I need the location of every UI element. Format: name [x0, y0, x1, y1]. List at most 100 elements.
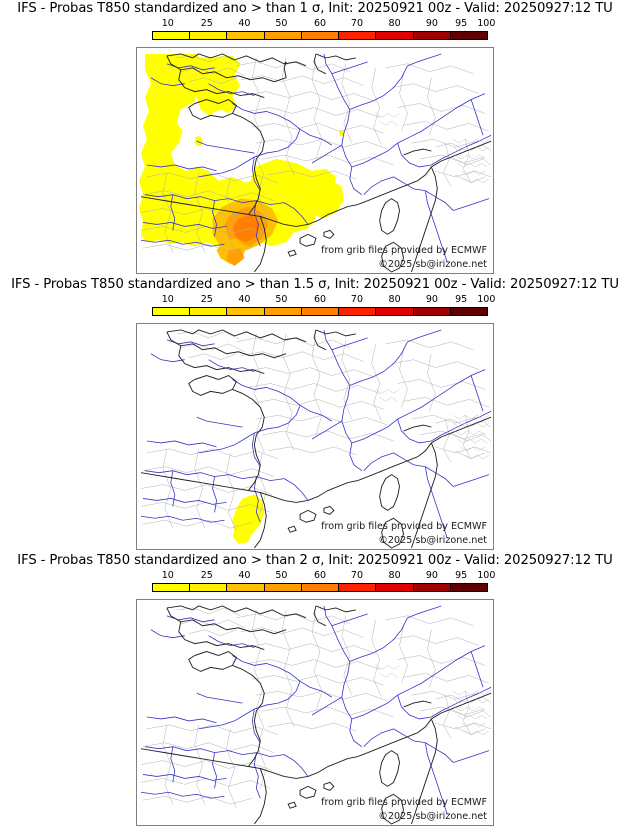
ecmwf-credit: from grib files provided by ECMWF — [321, 245, 487, 256]
page-title: IFS - Probas T850 standardized ano > tha… — [17, 553, 613, 568]
rivers-layer — [140, 53, 492, 263]
page-title: IFS - Probas T850 standardized ano > tha… — [17, 1, 613, 16]
colorbar-tick-80: 80 — [388, 570, 401, 581]
colorbar-segment — [450, 584, 487, 591]
colorbar-tick-25: 25 — [200, 570, 213, 581]
colorbar-tick-50: 50 — [275, 294, 288, 305]
colorbar-segment — [264, 32, 302, 39]
alpine-detail — [375, 113, 490, 184]
map-graphic-1 — [138, 53, 492, 273]
ecmwf-credit: from grib files provided by ECMWF — [321, 797, 487, 808]
colorbar-segment — [376, 32, 414, 39]
colorbar-3: 10 25 40 50 60 70 80 90 95 100 — [152, 570, 496, 594]
colorbar-segment — [413, 32, 451, 39]
colorbar-segment — [227, 584, 265, 591]
admin-boundaries — [140, 607, 492, 809]
colorbar-tick-80: 80 — [388, 294, 401, 305]
copyright-credit: ©2025 sb@irizone.net — [378, 259, 487, 270]
colorbar-segment — [376, 308, 414, 315]
coastlines-layer — [140, 605, 492, 825]
probability-field-2 — [232, 494, 265, 545]
colorbar-tick-50: 50 — [275, 570, 288, 581]
ecmwf-credit: from grib files provided by ECMWF — [321, 521, 487, 532]
colorbar-tick-100: 100 — [477, 570, 496, 581]
colorbar-segment — [339, 32, 377, 39]
colorbar-tick-70: 70 — [350, 570, 363, 581]
admin-boundaries — [140, 331, 492, 533]
colorbar-ticks-3: 10 25 40 50 60 70 80 90 95 100 — [152, 570, 496, 583]
colorbar-tick-95: 95 — [455, 18, 468, 29]
colorbar-segment — [376, 584, 414, 591]
colorbar-gradient-1 — [152, 31, 488, 40]
colorbar-tick-10: 10 — [161, 294, 174, 305]
colorbar-gradient-3 — [152, 583, 488, 592]
colorbar-tick-25: 25 — [200, 18, 213, 29]
colorbar-segment — [301, 584, 340, 591]
alpine-detail — [375, 665, 490, 736]
coastlines-layer — [140, 53, 492, 273]
colorbar-tick-10: 10 — [161, 570, 174, 581]
colorbar-tick-95: 95 — [455, 570, 468, 581]
colorbar-segment — [413, 584, 451, 591]
colorbar-tick-95: 95 — [455, 294, 468, 305]
colorbar-tick-60: 60 — [313, 18, 327, 29]
colorbar-tick-10: 10 — [161, 18, 174, 29]
colorbar-tick-40: 40 — [238, 18, 251, 29]
colorbar-segment — [190, 32, 228, 39]
forecast-panel-1p5-sigma: IFS - Probas T850 standardized ano > tha… — [0, 276, 630, 552]
panel-title-row: IFS - Probas T850 standardized ano > tha… — [0, 0, 630, 18]
colorbar-segment — [190, 584, 228, 591]
colorbar-tick-40: 40 — [238, 570, 251, 581]
colorbar-tick-70: 70 — [350, 18, 363, 29]
alpine-detail — [375, 389, 490, 460]
colorbar-segment — [227, 32, 265, 39]
colorbar-segment — [450, 32, 487, 39]
colorbar-tick-40: 40 — [238, 294, 251, 305]
colorbar-segment — [190, 308, 228, 315]
map-graphic-3 — [140, 605, 492, 825]
rivers-layer — [140, 329, 492, 539]
colorbar-ticks-2: 10 25 40 50 60 70 80 90 95 100 — [152, 294, 496, 307]
colorbar-segment — [153, 32, 191, 39]
page-title: IFS - Probas T850 standardized ano > tha… — [11, 277, 619, 292]
map-graphic-2 — [140, 329, 492, 549]
colorbar-ticks-1: 10 25 40 50 60 70 80 90 95 100 — [152, 18, 496, 31]
map-panel-2[interactable]: from grib files provided by ECMWF ©2025 … — [136, 323, 494, 550]
colorbar-segment — [264, 308, 302, 315]
colorbar-tick-60: 60 — [313, 570, 327, 581]
colorbar-segment — [413, 308, 451, 315]
colorbar-segment — [153, 308, 191, 315]
rivers-layer — [140, 605, 492, 815]
colorbar-tick-100: 100 — [477, 18, 496, 29]
copyright-credit: ©2025 sb@irizone.net — [378, 811, 487, 822]
forecast-panel-1-sigma: IFS - Probas T850 standardized ano > tha… — [0, 0, 630, 276]
colorbar-tick-60: 60 — [313, 294, 327, 305]
panel-title-row: IFS - Probas T850 standardized ano > tha… — [0, 276, 630, 294]
colorbar-tick-50: 50 — [275, 18, 288, 29]
probability-field-1 — [138, 53, 345, 267]
colorbar-segment — [301, 32, 340, 39]
colorbar-segment — [264, 584, 302, 591]
map-panel-1[interactable]: from grib files provided by ECMWF ©2025 … — [136, 47, 494, 274]
copyright-credit: ©2025 sb@irizone.net — [378, 535, 487, 546]
colorbar-tick-70: 70 — [350, 294, 363, 305]
colorbar-tick-25: 25 — [200, 294, 213, 305]
map-panel-3[interactable]: from grib files provided by ECMWF ©2025 … — [136, 599, 494, 826]
forecast-panel-2-sigma: IFS - Probas T850 standardized ano > tha… — [0, 552, 630, 828]
colorbar-segment — [339, 584, 377, 591]
colorbar-segment — [153, 584, 191, 591]
colorbar-1: 10 25 40 50 60 70 80 90 95 100 — [152, 18, 496, 42]
colorbar-segment — [227, 308, 265, 315]
colorbar-tick-100: 100 — [477, 294, 496, 305]
colorbar-segment — [450, 308, 487, 315]
colorbar-segment — [339, 308, 377, 315]
colorbar-tick-90: 90 — [425, 18, 438, 29]
coastlines-layer — [140, 329, 492, 549]
panel-title-row: IFS - Probas T850 standardized ano > tha… — [0, 552, 630, 570]
colorbar-tick-90: 90 — [425, 570, 438, 581]
colorbar-gradient-2 — [152, 307, 488, 316]
colorbar-2: 10 25 40 50 60 70 80 90 95 100 — [152, 294, 496, 318]
colorbar-segment — [301, 308, 340, 315]
colorbar-tick-80: 80 — [388, 18, 401, 29]
